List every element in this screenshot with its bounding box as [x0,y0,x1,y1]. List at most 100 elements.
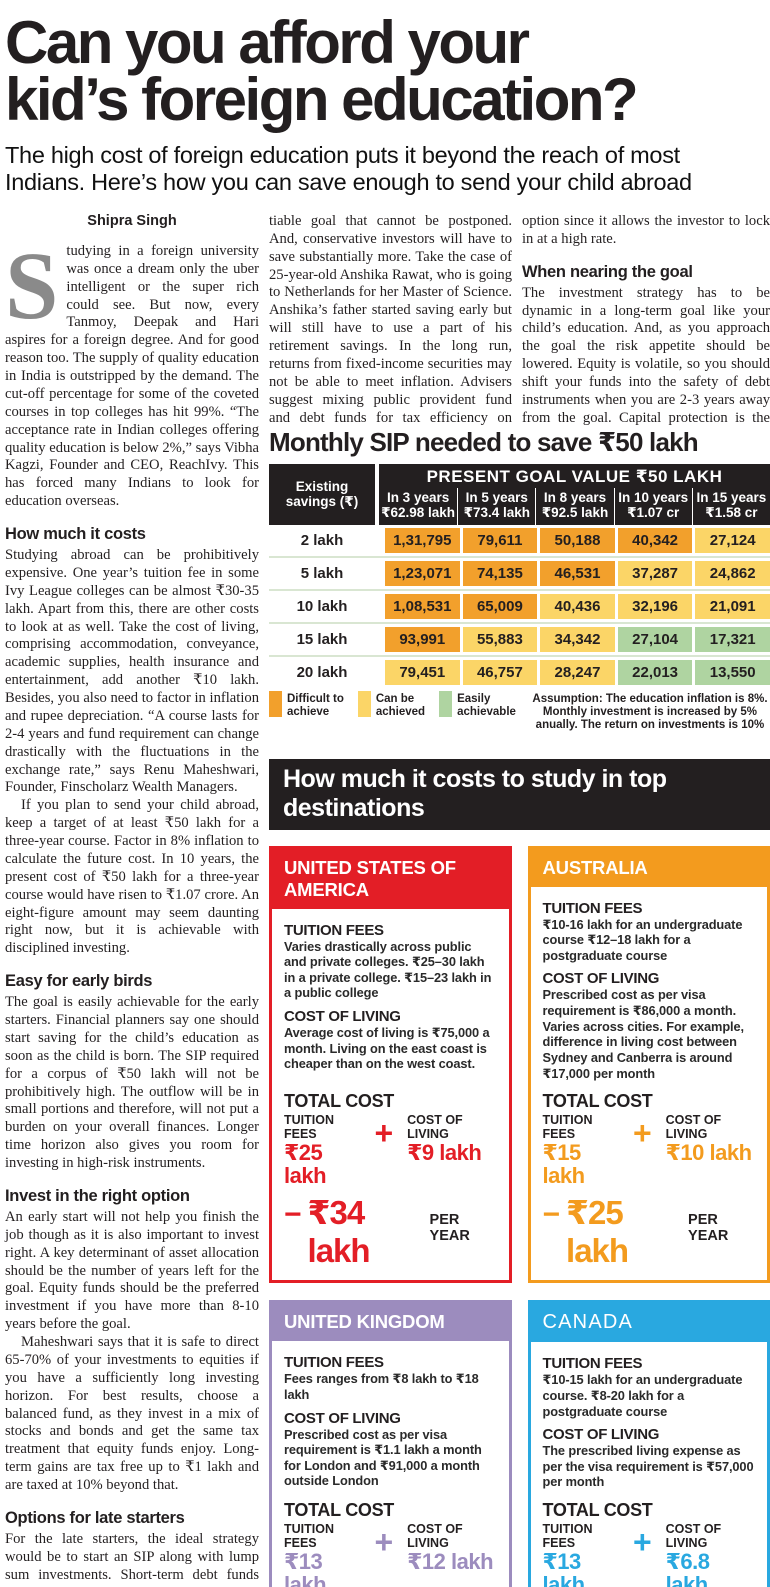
paragraph: Maheshwari says that it is safe to direc… [5,1334,259,1494]
sip-table-header: Existing savings (₹) PRESENT GOAL VALUE … [269,463,770,525]
row-label: 10 lakh [296,598,348,615]
row-label: 5 lakh [300,565,344,582]
equals-sign: − [542,1198,561,1232]
card-uk: UNITED KINGDOM TUITION FEES Fees ranges … [269,1300,512,1587]
total-cost-label: TOTAL COST [284,1091,395,1112]
cost-of-living-label: COST OF LIVING [284,1008,401,1026]
section-heading-how-much-it-costs: How much it costs [5,525,146,544]
headline-line1: Can you afford your [5,9,530,76]
plus-sign: + [374,1523,394,1560]
total-cost-label: TOTAL COST [542,1499,653,1520]
table-cell: 93,991 [385,627,460,652]
table-cell: 1,23,071 [385,561,460,586]
legend-swatch-can [357,691,371,717]
opening-text: tudying in a foreign university was once… [5,242,259,510]
total-value: ₹34 lakh [307,1194,371,1270]
total-cost-label: TOTAL COST [284,1499,395,1520]
tuition-value: ₹15 lakh [542,1140,586,1189]
card-australia: AUSTRALIA TUITION FEES ₹10-16 lakh for a… [527,845,770,1284]
living-value: ₹9 lakh [407,1140,482,1166]
headline-line2: kid’s foreign education? [5,66,639,133]
section-heading-when-nearing-goal: When nearing the goal [522,262,693,281]
destinations-banner: How much it costs to study in top destin… [269,758,770,830]
group-header: PRESENT GOAL VALUE ₹50 LAKH [379,463,770,488]
corner-header: Existing savings (₹) [269,463,375,525]
tuition-fees-text: ₹10-16 lakh for an undergraduate course … [542,916,743,963]
section-heading-options-late-starters: Options for late starters [5,1508,185,1527]
tuition-fees-text: ₹10-15 lakh for an undergraduate course.… [542,1372,743,1419]
plus-sign: + [374,1115,394,1152]
equals-sign: − [284,1198,302,1232]
table-cell: 1,31,795 [385,528,460,553]
card-usa: UNITED STATES OF AMERICA TUITION FEES Va… [269,845,512,1284]
tuition-fees-text: Varies drastically across public and pri… [284,938,492,1001]
column-header: In 8 years ₹92.5 lakh [535,487,614,525]
table-cell: 17,321 [695,627,770,652]
card-usa-header: UNITED STATES OF AMERICA [272,848,509,909]
paragraph: Studying abroad can be prohibitively exp… [5,547,259,796]
table-row: 15 lakh 93,991 55,883 34,342 27,104 17,3… [269,622,770,652]
cost-of-living-text: Average cost of living is ₹75,000 a mont… [284,1025,490,1072]
table-cell: 55,883 [462,627,538,652]
legend-item-difficult: Difficult to achieve [269,691,344,718]
paragraph: tiable goal that cannot be postponed. An… [269,212,512,425]
table-cell: 22,013 [617,660,693,685]
cost-of-living-label: COST OF LIVING [542,970,660,988]
living-value: ₹10 lakh [665,1140,752,1166]
total-value: ₹25 lakh [566,1194,629,1270]
per-year-label: PER YEAR [688,1212,729,1245]
cost-of-living-label: COST OF LIVING [542,1426,660,1444]
card-australia-header: AUSTRALIA [530,848,767,887]
tuition-fees-label: TUITION FEES [284,1354,384,1372]
legend-swatch-easy [439,691,453,717]
table-cell: 65,009 [462,594,538,619]
table-row: 20 lakh 79,451 46,757 28,247 22,013 13,5… [269,655,770,685]
cost-of-living-text: The prescribed living expense as per the… [542,1443,754,1490]
byline: Shipra Singh [87,212,177,229]
sip-table-title: Monthly SIP needed to save ₹50 lakh [269,426,699,457]
headline: Can you afford your kid’s foreign educat… [5,9,765,133]
table-row: 10 lakh 1,08,531 65,009 40,436 32,196 21… [269,589,770,619]
row-label: 20 lakh [296,664,348,681]
card-canada-header: CANADA [530,1303,767,1343]
sip-table: Existing savings (₹) PRESENT GOAL VALUE … [269,463,770,733]
column-header: In 5 years ₹73.4 lakh [457,487,536,525]
tuition-value: ₹25 lakh [284,1140,327,1189]
tuition-fees-label: TUITION FEES [542,899,643,917]
table-row: 5 lakh 1,23,071 74,135 46,531 37,287 24,… [269,556,770,586]
tuition-value: ₹13 lakh [284,1548,327,1587]
legend-item-can: Can be achieved [357,691,425,718]
paragraph: The goal is easily achievable for the ea… [5,994,259,1172]
subhead-line2: Indians. Here’s how you can save enough … [5,169,692,196]
table-cell: 37,287 [617,561,693,586]
table-cell: 27,124 [695,528,770,553]
row-label: 15 lakh [296,631,348,648]
total-cost-label: TOTAL COST [542,1091,653,1112]
paragraph: option since it allows the investor to l… [522,212,770,247]
table-cell: 40,436 [540,594,615,619]
destination-cards: UNITED STATES OF AMERICA TUITION FEES Va… [269,845,770,1587]
table-cell: 28,247 [540,660,615,685]
table-row: 2 lakh 1,31,795 79,611 50,188 40,342 27,… [269,528,770,553]
table-cell: 74,135 [462,561,538,586]
paragraph: The investment strategy has to be dynami… [522,284,770,425]
table-cell: 46,757 [462,660,538,685]
paragraph: For the late starters, the ideal strateg… [5,1530,259,1587]
table-cell: 24,862 [695,561,770,586]
per-year-label: PER YEAR [429,1212,470,1245]
section-heading-easy-for-early-birds: Easy for early birds [5,972,153,991]
tuition-fees-label: TUITION FEES [542,1355,643,1373]
table-cell: 13,550 [695,660,770,685]
table-cell: 50,188 [540,528,615,553]
assumption-note: Assumption: The education inflation is 8… [532,693,768,732]
article-right-column: option since it allows the investor to l… [522,213,770,425]
table-cell: 40,342 [617,528,693,553]
living-value: ₹6.8 lakh [665,1548,710,1587]
legend-item-easy: Easily achievable [439,691,516,718]
table-cell: 1,08,531 [385,594,460,619]
column-header: In 15 years ₹1.58 cr [691,487,770,525]
subhead-line1: The high cost of foreign education puts … [5,142,680,168]
tuition-value: ₹13 lakh [542,1548,586,1587]
column-header: In 3 years ₹62.98 lakh [379,487,458,525]
